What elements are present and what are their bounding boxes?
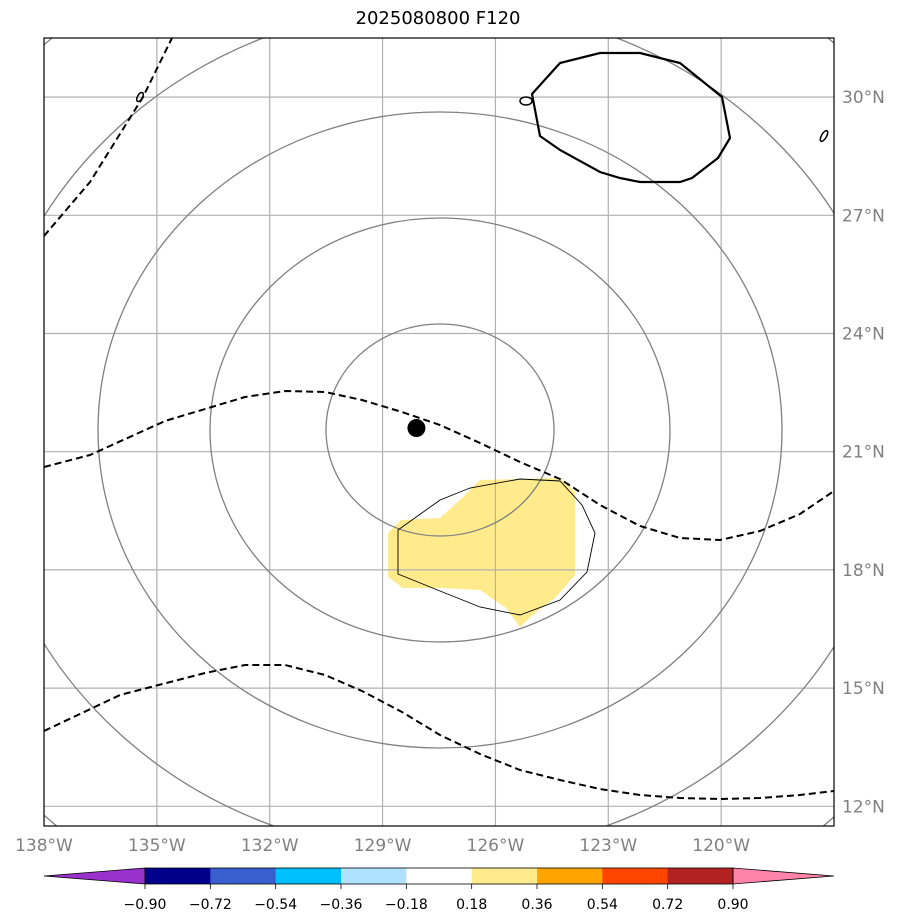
longitude-labels: 138°W 135°W 132°W 129°W 126°W 123°W 120°W [15,836,750,856]
latitude-tick-label: 12°N [842,797,885,817]
longitude-tick-label: 138°W [15,836,73,856]
colorbar-segment [471,868,538,884]
small-black-contour-east [819,129,829,143]
colorbar-segment [145,868,211,884]
colorbar-outline [144,867,734,885]
thin-black-contour [397,478,596,616]
dashed-contours [44,38,834,801]
colorbar-segment [210,868,277,884]
colorbar-extend-high [732,867,835,885]
colorbar [43,867,835,885]
colorbar-tick-label: −0.90 [124,897,167,913]
dashed-contour-northwest [44,38,173,237]
gridlines [44,38,834,826]
dashed-contour-middle [44,389,834,542]
colorbar-segment [537,868,603,884]
colorbar-tick-label: −0.36 [320,897,363,913]
colorbar-tick-label: −0.54 [254,897,297,913]
colorbar-tick-label: 0.36 [521,897,552,913]
colorbar-segment [667,868,734,884]
colorbar-segment [406,868,473,884]
longitude-tick-label: 120°W [692,836,750,856]
dashed-contour-south [44,664,834,801]
colorbar-tick-label: 0.18 [456,897,487,913]
latitude-tick-label: 24°N [842,325,885,345]
colorbar-tick-label: 0.90 [717,897,748,913]
thick-black-contour [530,51,732,184]
colorbar-extend-low [43,867,146,885]
longitude-tick-label: 126°W [467,836,525,856]
gray-contour [209,217,671,643]
shaded-anomaly-region [388,478,575,627]
gray-contour [325,323,555,537]
latitude-tick-label: 21°N [842,443,885,463]
colorbar-tick-label: 0.72 [652,897,683,913]
colorbar-tick-label: 0.54 [587,897,618,913]
colorbar-segment [602,868,669,884]
storm-center-marker [407,419,426,438]
plot-frame [43,37,835,827]
gray-contour [97,111,783,749]
longitude-tick-label: 129°W [354,836,412,856]
colorbar-tick-label: −0.72 [189,897,232,913]
latitude-tick-label: 27°N [842,206,885,226]
longitude-tick-label: 135°W [128,836,186,856]
colorbar-tick-label: −0.18 [385,897,428,913]
longitude-tick-label: 132°W [241,836,299,856]
colorbar-segment [275,868,342,884]
small-black-contour [519,96,533,106]
colorbar-labels: −0.90 −0.72 −0.54 −0.36 −0.18 0.18 0.36 0.54 0.7… [124,884,749,913]
latitude-tick-label: 30°N [842,88,885,108]
map-title: 2025080800 F120 [355,8,521,29]
latitude-labels: 30°N 27°N 24°N 21°N 18°N 15°N 12°N [842,88,885,817]
colorbar-segment [341,868,407,884]
latitude-tick-label: 18°N [842,561,885,581]
latitude-tick-label: 15°N [842,679,885,699]
longitude-tick-label: 123°W [579,836,637,856]
